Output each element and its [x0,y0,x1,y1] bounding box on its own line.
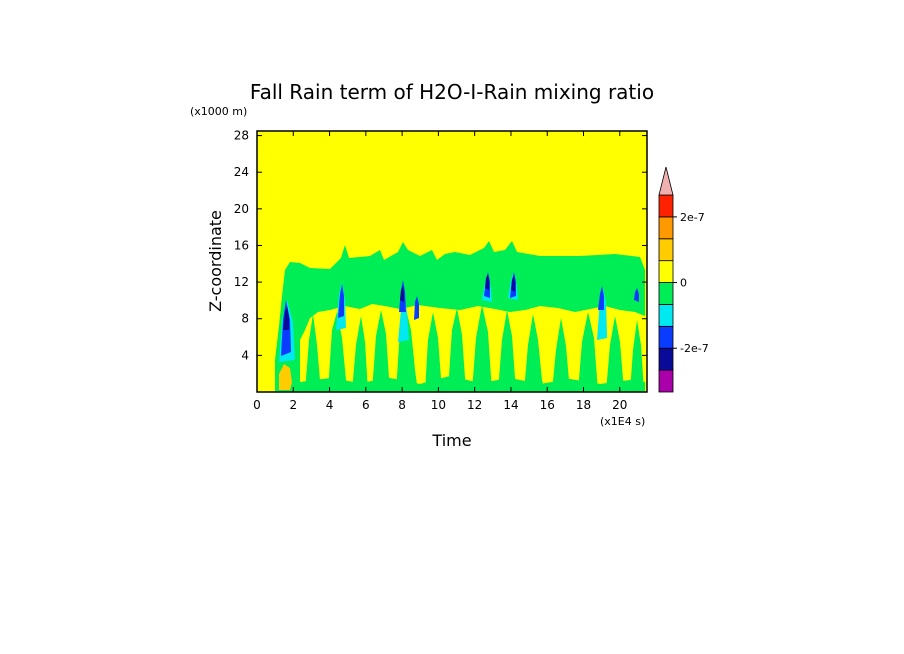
plot-frame [256,130,648,393]
x-tick-label: 18 [576,398,591,412]
y-axis-unit: (x1000 m) [190,105,247,118]
green-streak [524,314,545,392]
colorbar-segment [658,282,674,305]
x-tick-label: 0 [253,398,261,412]
blue-cell [414,296,419,320]
y-tick-label: 8 [241,312,249,326]
y-tick-label: 28 [234,129,249,143]
blue-cell [338,284,344,318]
dark-blue-cell [400,286,404,302]
x-axis-ticks: 0 2 4 6 8 10 12 14 16 18 20 [253,131,627,412]
plot-area [256,130,648,393]
x-tick-label: 20 [612,398,627,412]
cyan-cell [398,296,409,342]
x-tick-label: 6 [362,398,370,412]
colorbar-segment [658,325,674,349]
x-tick-label: 16 [540,398,555,412]
colorbar-segment [658,194,674,218]
y-tick-label: 4 [241,348,249,362]
dark-blue-cell [485,274,489,290]
colorbar-segment [658,238,674,262]
colorbar-segment [658,369,674,393]
colorbar-segment [658,347,674,371]
green-streak [630,320,644,392]
colorbar-segment [658,216,674,240]
cyan-cell [597,288,607,340]
x-tick-label: 2 [289,398,297,412]
y-axis-ticks: 4 8 12 16 20 24 28 [234,129,647,362]
dark-blue-cell [283,306,289,330]
orange-surface-cell [279,364,292,390]
x-axis-label: Time [431,431,471,450]
green-streak [578,312,598,392]
colorbar-over-triangle [658,166,674,196]
y-axis-label: Z-coordinate [206,210,225,312]
y-tick-label: 16 [234,238,249,252]
dark-blue-cell [511,275,515,292]
green-streak [472,305,492,392]
green-streak [606,316,624,392]
colorbar-tick-label: 2e-7 [680,211,705,224]
colorbar: 2e-7 0 -2e-7 [658,166,709,393]
x-tick-label: 8 [398,398,406,412]
dark-blue-cells [283,274,515,330]
x-tick-label: 14 [503,398,518,412]
colorbar-tick-label: -2e-7 [680,342,709,355]
y-tick-label: 24 [234,165,249,179]
x-tick-label: 10 [431,398,446,412]
colorbar-segment [658,260,674,283]
colorbar-segment [658,304,674,327]
blue-cell [598,286,604,310]
green-streak [305,314,321,392]
y-tick-label: 20 [234,202,249,216]
colorbar-tick-label: 0 [680,277,687,290]
green-streak [372,310,392,392]
x-axis-unit: (x1E4 s) [600,415,645,428]
y-tick-label: 12 [234,275,249,289]
green-streak [498,310,516,392]
green-streak [425,312,442,392]
green-streak [448,308,466,392]
blue-cell [634,288,639,302]
green-streak [552,318,570,392]
green-streak [352,316,368,392]
x-tick-label: 12 [467,398,482,412]
x-tick-label: 4 [326,398,334,412]
green-streak [328,312,349,392]
green-base-band [300,376,645,392]
chart-title: Fall Rain term of H2O-I-Rain mixing rati… [250,80,654,104]
